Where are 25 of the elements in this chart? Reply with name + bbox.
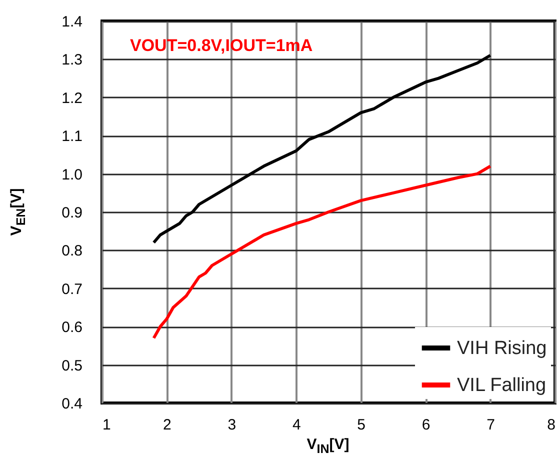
y-tick-label: 1.0 bbox=[62, 166, 82, 184]
y-tick-label: 0.6 bbox=[62, 319, 82, 336]
y-tick-label: 1.1 bbox=[62, 128, 82, 146]
x-tick-label: 6 bbox=[422, 416, 430, 434]
y-tick-label: 0.5 bbox=[62, 357, 82, 374]
x-tick-label: 4 bbox=[292, 416, 301, 434]
x-tick-label: 2 bbox=[163, 416, 172, 434]
y-tick-label: 0.4 bbox=[62, 396, 82, 412]
legend-label: VIH Rising bbox=[457, 338, 547, 359]
line-series bbox=[152, 54, 492, 244]
legend-label: VIL Falling bbox=[457, 375, 546, 396]
x-tick-label: 5 bbox=[357, 416, 366, 434]
x-tick-label: 3 bbox=[228, 416, 236, 434]
x-tick-label: 8 bbox=[547, 416, 556, 434]
y-tick-label: 1.2 bbox=[62, 90, 82, 107]
x-tick-label: 1 bbox=[102, 416, 111, 434]
y-tick-label: 0.7 bbox=[62, 280, 82, 298]
x-tick-label: 7 bbox=[486, 416, 495, 434]
annotation: VOUT=0.8V,IOUT=1mA bbox=[130, 36, 313, 55]
y-tick-label: 0.8 bbox=[62, 242, 82, 260]
x-axis-title: V$_{IN}$[V] bbox=[306, 436, 350, 456]
y-tick-label: 0.9 bbox=[62, 204, 82, 222]
y-tick-label: 1.4 bbox=[62, 14, 82, 30]
y-tick-label: 1.3 bbox=[62, 52, 82, 69]
line-series bbox=[152, 164, 492, 340]
